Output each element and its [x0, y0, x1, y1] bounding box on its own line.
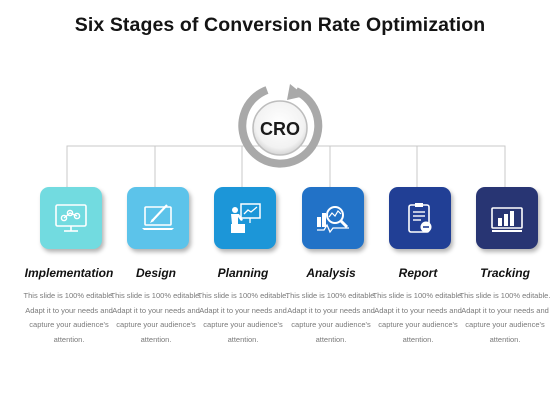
- stage-description: This slide is 100% editable. Adapt it to…: [197, 291, 289, 344]
- stage-label: Implementation: [24, 266, 114, 280]
- stage-tile: [302, 187, 364, 249]
- monitor-network-icon: [55, 204, 87, 232]
- stage-description: This slide is 100% editable. Adapt it to…: [23, 291, 115, 344]
- stage-description: This slide is 100% editable. Adapt it to…: [459, 291, 551, 344]
- hub-label: CRO: [260, 119, 300, 139]
- stage-label: Analysis: [306, 266, 356, 280]
- clipboard-report-icon: [408, 203, 432, 233]
- magnifier-chart-icon: [317, 206, 349, 234]
- page-title: Six Stages of Conversion Rate Optimizati…: [74, 14, 486, 36]
- stage-description: This slide is 100% editable. Adapt it to…: [372, 291, 464, 344]
- stage-tile: [40, 187, 102, 249]
- bar-chart-monitor-icon: [491, 207, 523, 232]
- presenter-board-icon: [231, 203, 261, 233]
- laptop-pen-icon: [142, 204, 174, 230]
- stage-label: Planning: [217, 266, 269, 280]
- stage-tile: [214, 187, 276, 249]
- stage-description: This slide is 100% editable. Adapt it to…: [285, 291, 377, 344]
- stage-label: Report: [398, 266, 438, 280]
- stage-label: Tracking: [480, 266, 530, 280]
- stage-description: This slide is 100% editable. Adapt it to…: [110, 291, 202, 344]
- circular-arrow-icon: CRO: [238, 84, 323, 168]
- stage-tile: [389, 187, 451, 249]
- stage-tile: [127, 187, 189, 249]
- stage-label: Design: [135, 266, 176, 280]
- cro-hub: CRO: [237, 82, 323, 168]
- stage-tile: [476, 187, 538, 249]
